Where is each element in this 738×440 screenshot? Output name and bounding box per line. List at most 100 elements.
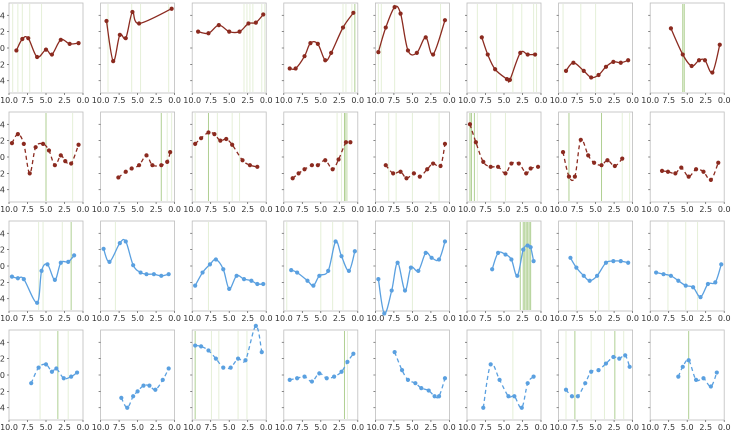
panel-frame	[100, 220, 175, 312]
chart-panel: 10.0 7.5 5.0 2.5 0.0	[550, 2, 639, 105]
chart-panel: 10.0 7.5 5.0 2.5 0.0	[366, 111, 456, 214]
data-point	[150, 163, 155, 168]
data-point	[431, 161, 436, 166]
data-point	[654, 270, 659, 275]
panel-frame	[191, 111, 267, 203]
x-tick-label: 2.5	[333, 96, 346, 105]
data-point	[20, 36, 25, 42]
data-point	[29, 381, 34, 386]
data-point	[326, 268, 331, 274]
data-point	[52, 277, 57, 283]
data-point	[243, 358, 248, 363]
data-point	[49, 52, 55, 57]
data-point	[605, 158, 610, 163]
y-tick-label: 2	[0, 355, 5, 364]
data-point	[503, 252, 508, 257]
x-tick-label: 7.5	[113, 423, 126, 432]
data-point	[130, 9, 135, 15]
x-tick-label: 2.5	[608, 205, 621, 214]
y-tick-label: 0	[0, 44, 5, 53]
x-tick-label: 10.0	[641, 314, 659, 323]
data-point	[611, 354, 616, 360]
data-point	[14, 48, 19, 53]
series-line	[11, 254, 75, 304]
x-tick-label: 5.0	[681, 96, 694, 105]
x-tick-label: 0.0	[443, 314, 456, 323]
data-point	[490, 267, 495, 272]
data-point	[58, 260, 63, 265]
data-point	[58, 153, 63, 158]
x-tick-label: 2.5	[241, 423, 254, 432]
x-tick-label: 2.5	[516, 96, 529, 105]
data-point	[521, 247, 526, 252]
data-point	[160, 377, 165, 383]
x-tick-label: 7.5	[479, 314, 492, 323]
x-tick-label: 7.5	[388, 423, 401, 432]
data-point	[423, 35, 428, 40]
data-point	[702, 58, 708, 63]
data-point	[714, 370, 719, 375]
data-point	[620, 156, 625, 161]
data-point	[668, 26, 674, 31]
x-tick-label: 5.0	[131, 96, 144, 105]
data-point	[531, 258, 536, 264]
data-point	[317, 273, 322, 278]
data-point	[345, 359, 350, 365]
x-tick-label: 0.0	[535, 205, 548, 214]
data-point	[227, 29, 232, 34]
data-point	[289, 267, 294, 273]
chart-panel: 4 2 0 -2 -4 10.07.5 5.0 2.5 0.0	[0, 111, 89, 214]
x-tick-label: 2.5	[699, 314, 712, 323]
data-point	[123, 239, 128, 244]
data-point	[212, 131, 217, 137]
x-tick-label: 0.0	[535, 96, 548, 105]
data-point	[719, 262, 724, 267]
data-point	[9, 140, 15, 146]
x-tick-label: 2.5	[608, 314, 621, 323]
chart-panel: 10.0 7.5 5.0 2.5 0.0	[641, 329, 731, 432]
chart-panel: 10.0 7.5 5.0 2.5 0.0	[550, 329, 639, 432]
data-point	[302, 374, 307, 379]
data-point	[705, 281, 711, 287]
chart-panel: 10.0 7.5 5.0 2.5 0.0	[366, 329, 456, 432]
x-tick-label: 2.5	[333, 205, 346, 214]
data-point	[693, 377, 699, 383]
data-point	[45, 262, 50, 267]
data-point	[509, 257, 514, 262]
data-point	[302, 167, 307, 172]
chart-panel: 4 2 0 -2 -4 10.07.5 5.0 2.5 0.0	[0, 329, 89, 432]
data-point	[488, 164, 493, 169]
data-point	[532, 52, 538, 57]
x-tick-label: 10.0	[550, 423, 568, 432]
data-point	[246, 21, 251, 26]
data-point	[159, 273, 164, 278]
data-point	[213, 356, 218, 361]
x-tick-label: 10.0	[0, 96, 18, 105]
data-point	[339, 254, 344, 259]
y-tick-label: -4	[0, 77, 5, 86]
x-tick-label: 5.0	[498, 423, 511, 432]
x-tick-label: 10.0	[92, 314, 110, 323]
data-point	[76, 142, 81, 147]
panel-frame	[649, 2, 725, 94]
data-point	[479, 35, 484, 40]
data-point	[290, 176, 295, 181]
x-tick-label: 2.5	[333, 314, 346, 323]
panel-frame	[191, 220, 267, 312]
x-tick-label: 7.5	[21, 205, 34, 214]
panel-frame	[649, 329, 725, 421]
x-tick-label: 7.5	[571, 96, 584, 105]
x-tick-label: 10.0	[366, 423, 384, 432]
x-tick-label: 5.0	[40, 423, 53, 432]
data-point	[423, 250, 428, 256]
data-point	[308, 40, 313, 46]
x-tick-label: 7.5	[113, 205, 126, 214]
data-point	[74, 370, 80, 375]
series-line	[655, 264, 722, 298]
series-line	[194, 131, 258, 168]
data-point	[405, 377, 411, 383]
data-point	[153, 387, 158, 392]
data-point	[442, 18, 448, 23]
x-tick-label: 7.5	[571, 205, 584, 214]
series-line	[120, 368, 170, 409]
